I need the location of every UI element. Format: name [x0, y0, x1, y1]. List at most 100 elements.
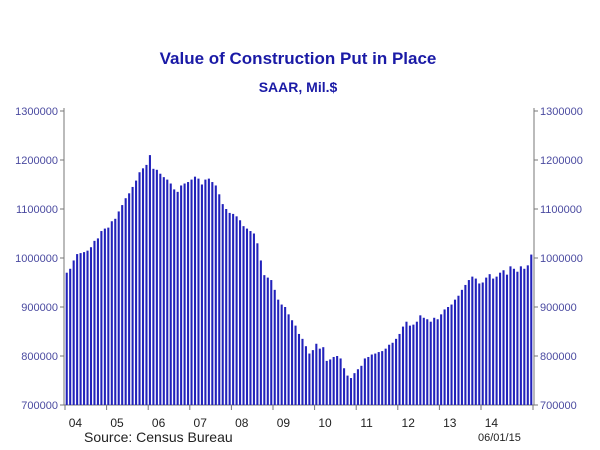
- bar: [228, 212, 231, 405]
- bar: [408, 325, 411, 405]
- bar: [367, 356, 370, 405]
- bar: [263, 275, 266, 405]
- bar: [440, 314, 443, 405]
- y-tick-label-right: 800000: [540, 351, 577, 363]
- bar: [301, 338, 304, 405]
- bar: [277, 299, 280, 405]
- x-tick-label: 11: [360, 416, 373, 430]
- bar: [436, 319, 439, 405]
- bar: [284, 307, 287, 405]
- bar: [79, 253, 82, 405]
- bar: [287, 314, 290, 405]
- bar: [349, 378, 353, 405]
- bar: [214, 185, 217, 405]
- y-tick-label-left: 1000000: [15, 253, 58, 265]
- bar: [388, 344, 391, 405]
- bar: [232, 213, 235, 405]
- bar: [204, 179, 207, 405]
- bar: [159, 173, 162, 405]
- right-y-ticks: 700000 800000 900000 1000000 1100000 1200000 1…: [534, 106, 583, 412]
- y-tick-label-right: 1200000: [540, 155, 583, 167]
- bar: [474, 278, 477, 405]
- bar: [169, 183, 172, 405]
- bar-series: [65, 155, 533, 405]
- bar: [135, 180, 138, 405]
- bar: [471, 276, 474, 405]
- bar: [502, 270, 505, 405]
- x-tick-label: 13: [443, 416, 457, 430]
- bar: [145, 164, 148, 405]
- bar: [315, 343, 318, 405]
- bar: [148, 155, 151, 405]
- bar: [166, 179, 169, 405]
- bar: [353, 373, 356, 405]
- bar: [377, 352, 380, 405]
- bar: [374, 353, 377, 405]
- x-tick-label: 10: [318, 416, 332, 430]
- bar: [467, 280, 470, 405]
- bar: [259, 260, 262, 405]
- bar: [273, 289, 276, 405]
- bar: [280, 304, 283, 405]
- x-tick-label: 09: [277, 416, 291, 430]
- bar: [190, 179, 193, 405]
- bar: [523, 268, 526, 405]
- y-tick-label-left: 1200000: [15, 155, 58, 167]
- bar: [381, 351, 384, 405]
- bar: [419, 315, 422, 405]
- bar: [325, 360, 328, 405]
- bar: [187, 182, 190, 405]
- y-tick-label-left: 1300000: [15, 106, 58, 118]
- bar: [89, 247, 93, 405]
- bar: [395, 338, 398, 405]
- bar: [346, 375, 349, 405]
- bar: [412, 324, 415, 405]
- x-tick-label: 06: [152, 416, 166, 430]
- bar: [422, 317, 425, 405]
- x-tick-label: 12: [402, 416, 416, 430]
- bar: [450, 304, 453, 405]
- chart-subtitle: SAAR, Mil.$: [259, 79, 338, 95]
- bar: [530, 254, 533, 405]
- bar: [207, 178, 210, 405]
- bar: [318, 348, 321, 405]
- bar: [304, 346, 307, 405]
- bar: [249, 231, 252, 405]
- bar: [121, 205, 124, 405]
- bar: [398, 333, 401, 405]
- bar: [443, 309, 446, 405]
- bar: [117, 211, 120, 405]
- x-tick-label: 04: [69, 416, 83, 430]
- x-tick-label: 14: [485, 416, 499, 430]
- bar: [110, 221, 113, 405]
- y-tick-label-left: 800000: [21, 351, 58, 363]
- bar: [343, 368, 346, 405]
- bar: [124, 198, 127, 405]
- bar: [512, 268, 515, 405]
- bar: [152, 168, 155, 405]
- bar: [488, 274, 491, 405]
- bar: [519, 266, 522, 405]
- bar: [360, 365, 363, 405]
- bar: [114, 218, 117, 405]
- bar: [183, 183, 186, 405]
- bar: [526, 265, 529, 405]
- bar: [193, 176, 197, 405]
- bar: [235, 216, 238, 405]
- bar: [107, 227, 110, 405]
- bar: [370, 354, 373, 405]
- bar: [457, 295, 460, 405]
- bar: [447, 307, 450, 405]
- y-tick-label-right: 1300000: [540, 106, 583, 118]
- bar: [245, 228, 249, 405]
- bar: [339, 358, 342, 405]
- bar: [495, 276, 498, 405]
- bar: [239, 220, 242, 405]
- bar: [221, 204, 224, 405]
- bar: [65, 272, 68, 405]
- x-tick-label: 08: [235, 416, 249, 430]
- bar: [103, 228, 106, 405]
- bar: [242, 226, 245, 405]
- bar: [505, 274, 509, 405]
